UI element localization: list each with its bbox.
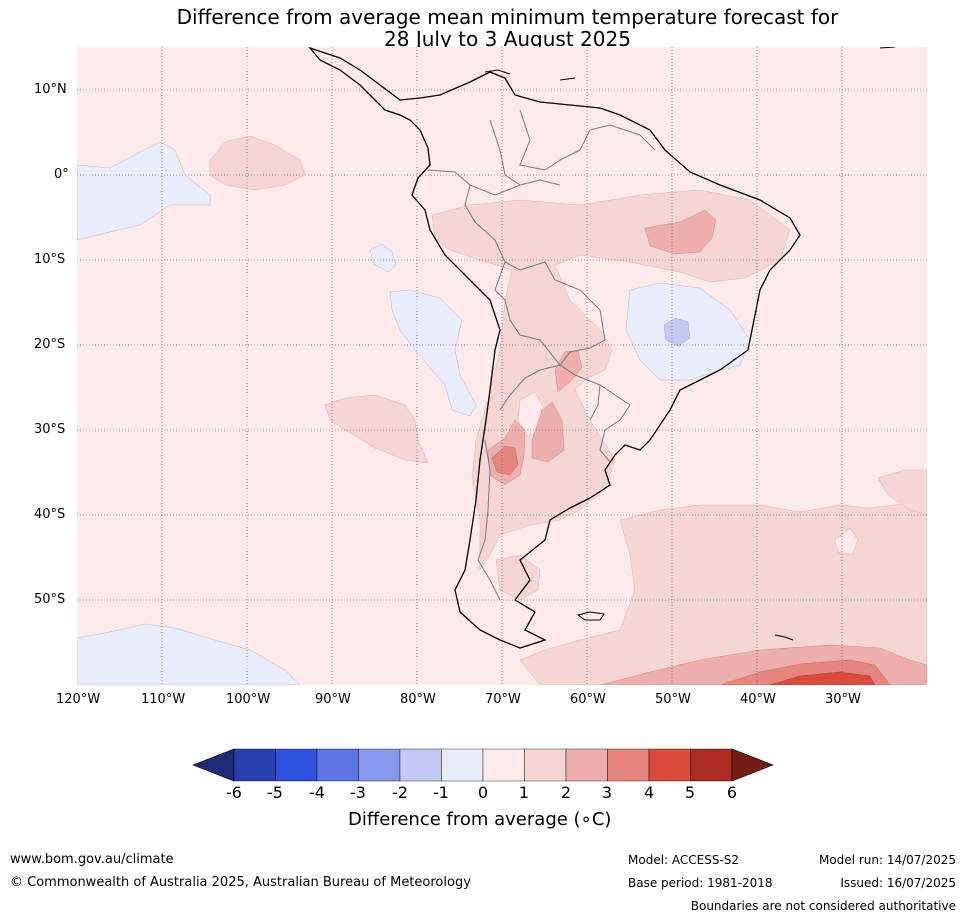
caribbean-islands	[484, 47, 896, 81]
colorbar-bin	[565, 748, 608, 782]
strong-cool-anomaly-region-brazil	[663, 317, 691, 347]
lat-label-40s: 40°S	[34, 507, 66, 522]
colorbar-bin	[524, 748, 567, 782]
colorbar-tick-label: 0	[477, 783, 489, 802]
warm-anomaly-region-atlantic	[519, 499, 927, 685]
map-title-line-2: 28 July to 3 August 2025	[384, 27, 631, 51]
cool-anomaly-region-pacific-east	[389, 289, 477, 417]
lat-gridlines	[77, 89, 927, 601]
colorbar-tick-label: 5	[684, 783, 696, 802]
colorbar-tick-label: 2	[560, 783, 572, 802]
warm-anomaly-region-patagonia	[495, 554, 541, 601]
neutral-hole-atlantic	[834, 527, 859, 556]
copyright-text: © Commonwealth of Australia 2025, Austra…	[10, 875, 471, 890]
colorbar-right-arrow	[731, 748, 774, 782]
colorbar-tick-label: 1	[518, 783, 530, 802]
colorbar-bin	[233, 748, 276, 782]
cool-anomaly-region-south-pacific	[77, 623, 301, 685]
warm-anomaly-region-atlantic-east	[877, 469, 927, 516]
colorbar	[192, 748, 774, 782]
lon-label-40w: 40°W	[740, 692, 776, 707]
website-link[interactable]: www.bom.gov.au/climate	[10, 852, 174, 867]
warm-anomaly-2-3-argentina	[531, 401, 565, 463]
model-run-date: Model run: 14/07/2025	[818, 853, 956, 867]
map-title-line-1: Difference from average mean minimum tem…	[176, 5, 839, 29]
warm-anomaly-region-pacific-south	[324, 394, 429, 464]
issued-date: Issued: 16/07/2025	[840, 876, 956, 890]
colorbar-bin	[275, 748, 318, 782]
lat-label-10s: 10°S	[34, 252, 66, 267]
base-period: Base period: 1981-2018	[628, 876, 773, 890]
colorbar-tick-label: -3	[350, 783, 366, 802]
lon-label-80w: 80°W	[400, 692, 436, 707]
lon-gridlines	[161, 47, 843, 685]
south-georgia	[774, 634, 794, 641]
colorbar-tick-label: 3	[601, 783, 613, 802]
lon-label-70w: 70°W	[485, 692, 521, 707]
cool-anomaly-region-pacific-west	[77, 141, 211, 241]
lon-label-30w: 30°W	[825, 692, 861, 707]
falkland-islands	[576, 611, 605, 621]
cool-anomaly-region-small	[369, 243, 397, 273]
warm-anomaly-3-4-andes	[491, 445, 519, 476]
lon-label-100w: 100°W	[226, 692, 271, 707]
lat-label-20s: 20°S	[34, 337, 66, 352]
colorbar-tick-label: -1	[433, 783, 449, 802]
boundaries-disclaimer: Boundaries are not considered authoritat…	[690, 899, 956, 913]
colorbar-tick-label: 6	[726, 783, 738, 802]
lon-label-120w: 120°W	[56, 692, 101, 707]
lon-label-110w: 110°W	[141, 692, 186, 707]
colorbar-tick-label: -5	[267, 783, 283, 802]
warm-anomaly-2-3-brazil	[644, 209, 717, 255]
colorbar-bin	[358, 748, 401, 782]
lon-label-90w: 90°W	[315, 692, 351, 707]
lon-label-60w: 60°W	[570, 692, 606, 707]
colorbar-tick-label: 4	[643, 783, 655, 802]
warm-anomaly-region-continent	[431, 189, 791, 571]
colorbar-bin	[399, 748, 442, 782]
lat-label-0: 0°	[54, 167, 69, 182]
colorbar-title: Difference from average (∘C)	[348, 809, 612, 830]
colorbar-tick-label: -4	[309, 783, 325, 802]
colorbar-tick-label: -6	[226, 783, 242, 802]
country-borders	[427, 109, 656, 601]
model-name: Model: ACCESS-S2	[628, 853, 740, 867]
colorbar-bin	[690, 748, 733, 782]
colorbar-bin	[316, 748, 359, 782]
colorbar-bin	[482, 748, 525, 782]
lat-label-30s: 30°S	[34, 422, 66, 437]
colorbar-bin	[441, 748, 484, 782]
colorbar-left-arrow	[192, 748, 235, 782]
warm-anomaly-4-5-south-atlantic	[769, 671, 876, 685]
lon-label-50w: 50°W	[655, 692, 691, 707]
lat-label-50s: 50°S	[34, 592, 66, 607]
colorbar-bin	[607, 748, 650, 782]
lat-label-10n: 10°N	[34, 82, 67, 97]
south-america-coastline	[308, 47, 801, 649]
colorbar-bin	[648, 748, 691, 782]
colorbar-tick-label: -2	[392, 783, 408, 802]
